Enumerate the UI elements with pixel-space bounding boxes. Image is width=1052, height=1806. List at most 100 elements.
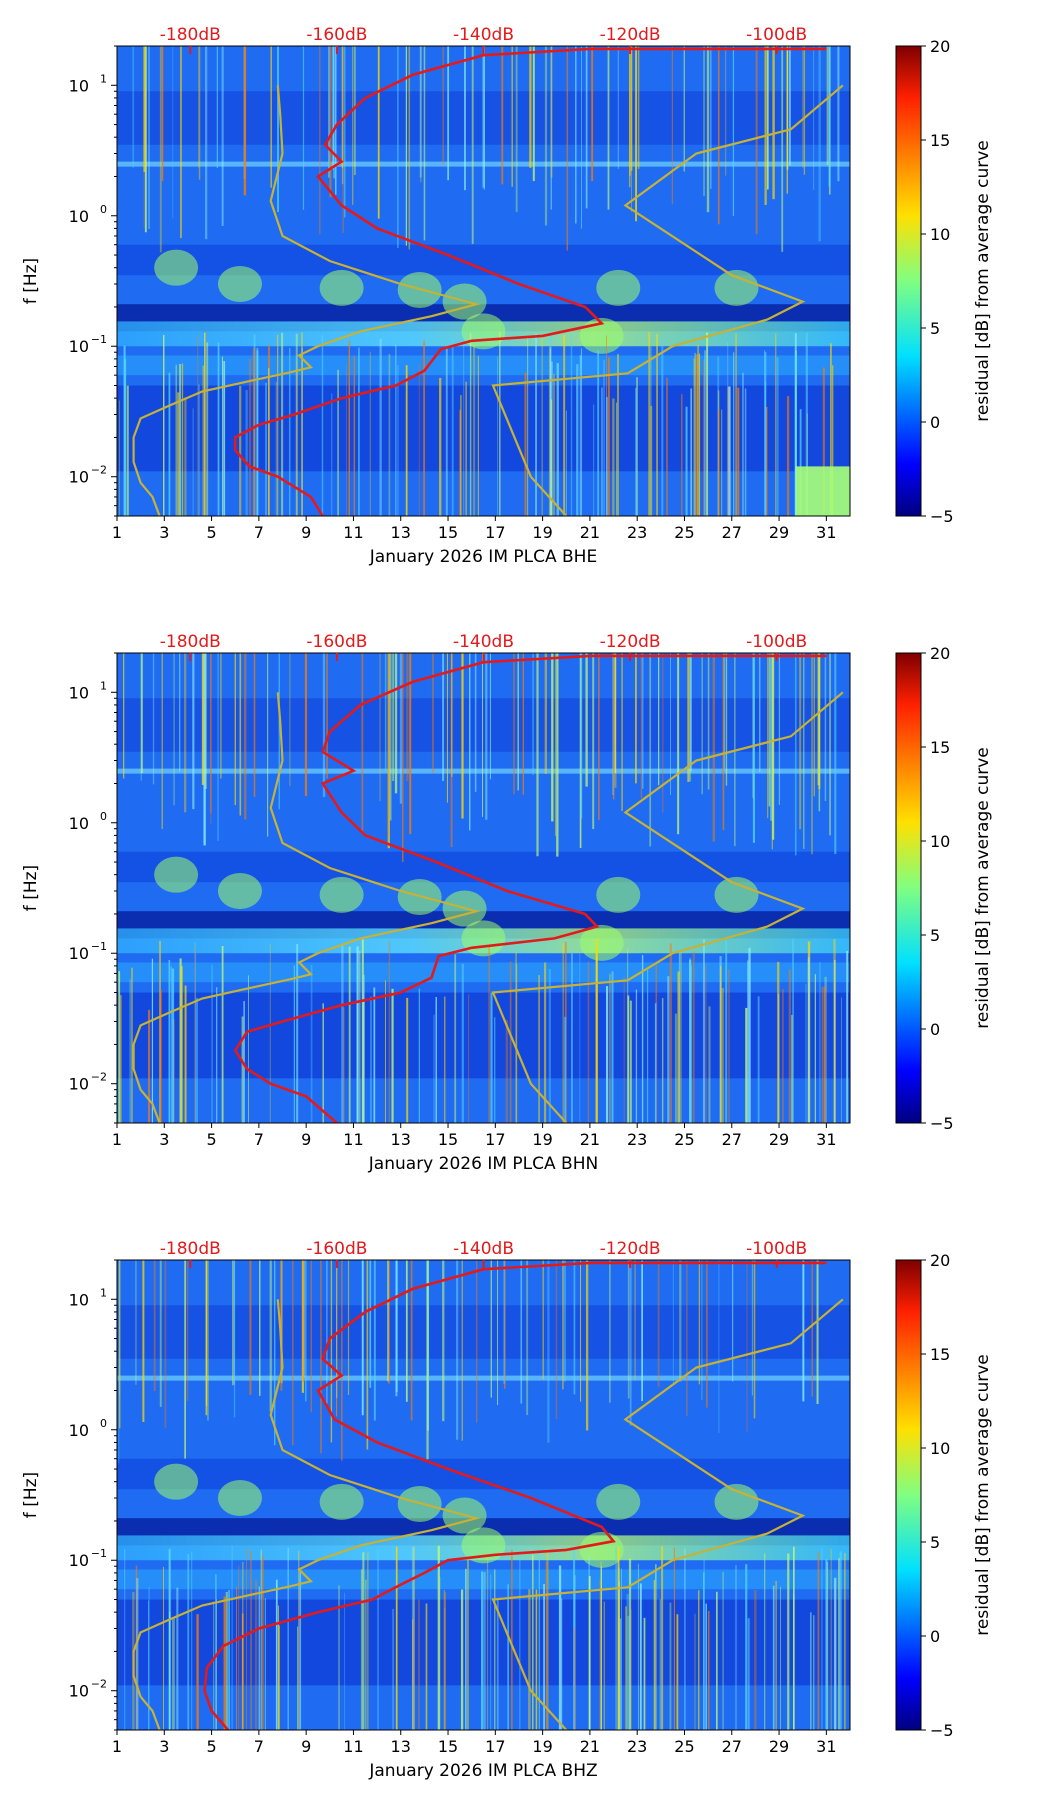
transient-streak (648, 332, 650, 516)
transient-streak (592, 653, 595, 830)
transient-streak (764, 46, 767, 205)
colorbar: 20 15 10 5 0 −5 residual [dB] from average cur… (895, 37, 993, 526)
transient-streak (601, 387, 603, 516)
transient-streak (431, 653, 434, 774)
transient-streak (507, 1584, 509, 1730)
transient-streak (389, 653, 392, 821)
transient-streak (302, 46, 305, 210)
colorbar-tick-label: 5 (930, 319, 940, 338)
transient-streak (496, 1598, 499, 1730)
transient-streak (824, 653, 827, 801)
transient-streak (563, 334, 566, 516)
transient-streak (118, 971, 121, 1123)
transient-streak (781, 46, 784, 252)
storm-blob (217, 872, 262, 909)
storm-blob (319, 876, 364, 913)
transient-streak (147, 1009, 151, 1123)
transient-streak (635, 46, 638, 222)
storm-blob (596, 1483, 641, 1520)
transient-streak (558, 1565, 562, 1730)
transient-streak (744, 388, 747, 516)
transient-streak (614, 653, 616, 774)
transient-streak (656, 333, 658, 516)
transient-streak (437, 1545, 440, 1730)
transient-streak (292, 1260, 294, 1446)
transient-streak (614, 653, 617, 788)
transient-streak (332, 46, 335, 170)
transient-streak (249, 1260, 252, 1395)
transient-streak (295, 333, 298, 516)
transient-streak (511, 46, 513, 187)
transient-streak (576, 364, 579, 516)
noise-line (117, 768, 850, 774)
x-tick-label: 7 (254, 523, 264, 542)
x-tick-label: 13 (391, 1737, 411, 1756)
transient-streak (164, 1260, 167, 1428)
storm-blob (319, 1483, 364, 1520)
colorbar-gradient (895, 652, 922, 1124)
transient-streak (237, 1566, 240, 1730)
x-tick-label: 1 (112, 1130, 122, 1149)
transient-streak (252, 347, 256, 516)
transient-streak (728, 386, 731, 516)
transient-streak (563, 1260, 566, 1382)
transient-streak (627, 995, 630, 1123)
storm-blob (714, 876, 759, 913)
x-axis-label: January 2026 IM PLCA BHZ (368, 1761, 597, 1781)
transient-streak (242, 1561, 244, 1730)
transient-streak (384, 653, 387, 772)
transient-streak (362, 1552, 365, 1730)
transient-streak (151, 958, 154, 1123)
x-tick-label: 23 (627, 1737, 647, 1756)
transient-streak (503, 1260, 506, 1384)
spectrogram-image (117, 653, 850, 1123)
transient-streak (353, 356, 355, 516)
storm-blob (154, 249, 199, 286)
colorbar-tick-label: 10 (930, 225, 950, 244)
transient-streak (705, 963, 707, 1123)
transient-streak (483, 1572, 486, 1730)
transient-streak (465, 381, 467, 516)
transient-streak (817, 1552, 820, 1730)
transient-streak (497, 356, 499, 516)
transient-streak (302, 1260, 305, 1383)
transient-streak (366, 1260, 369, 1450)
transient-streak (737, 387, 740, 516)
transient-streak (503, 1260, 506, 1389)
transient-streak (698, 1590, 700, 1730)
transient-streak (554, 653, 557, 837)
transient-streak (343, 1007, 345, 1123)
transient-streak (198, 46, 201, 180)
transient-streak (461, 653, 464, 819)
transient-streak (490, 1260, 492, 1398)
transient-streak (280, 1260, 283, 1391)
transient-streak (543, 1583, 545, 1730)
transient-streak (173, 653, 175, 806)
transient-streak (464, 46, 466, 191)
transient-streak (805, 332, 808, 516)
transient-streak (825, 1559, 828, 1730)
transient-streak (204, 332, 206, 516)
transient-streak (177, 392, 180, 516)
transient-streak (674, 1013, 678, 1123)
colorbar: 20 15 10 5 0 −5 residual [dB] from average cur… (895, 1251, 993, 1740)
transient-streak (828, 46, 831, 187)
storm-blob (461, 920, 506, 957)
transient-streak (183, 653, 187, 813)
transient-streak (735, 1565, 737, 1730)
transient-streak (473, 344, 476, 516)
storm-blob (714, 269, 759, 306)
transient-streak (643, 1617, 646, 1730)
transient-streak (249, 358, 251, 516)
y-tick-exponent: 1 (100, 679, 107, 692)
transient-streak (408, 46, 411, 250)
transient-streak (718, 409, 720, 516)
transient-streak (483, 46, 485, 190)
transient-streak (358, 950, 361, 1123)
transient-streak (821, 986, 824, 1123)
transient-streak (293, 965, 295, 1123)
transient-streak (123, 359, 127, 516)
transient-streak (751, 1260, 753, 1396)
transient-streak (692, 951, 695, 1123)
top-axis-label: -120dB (600, 1239, 661, 1259)
